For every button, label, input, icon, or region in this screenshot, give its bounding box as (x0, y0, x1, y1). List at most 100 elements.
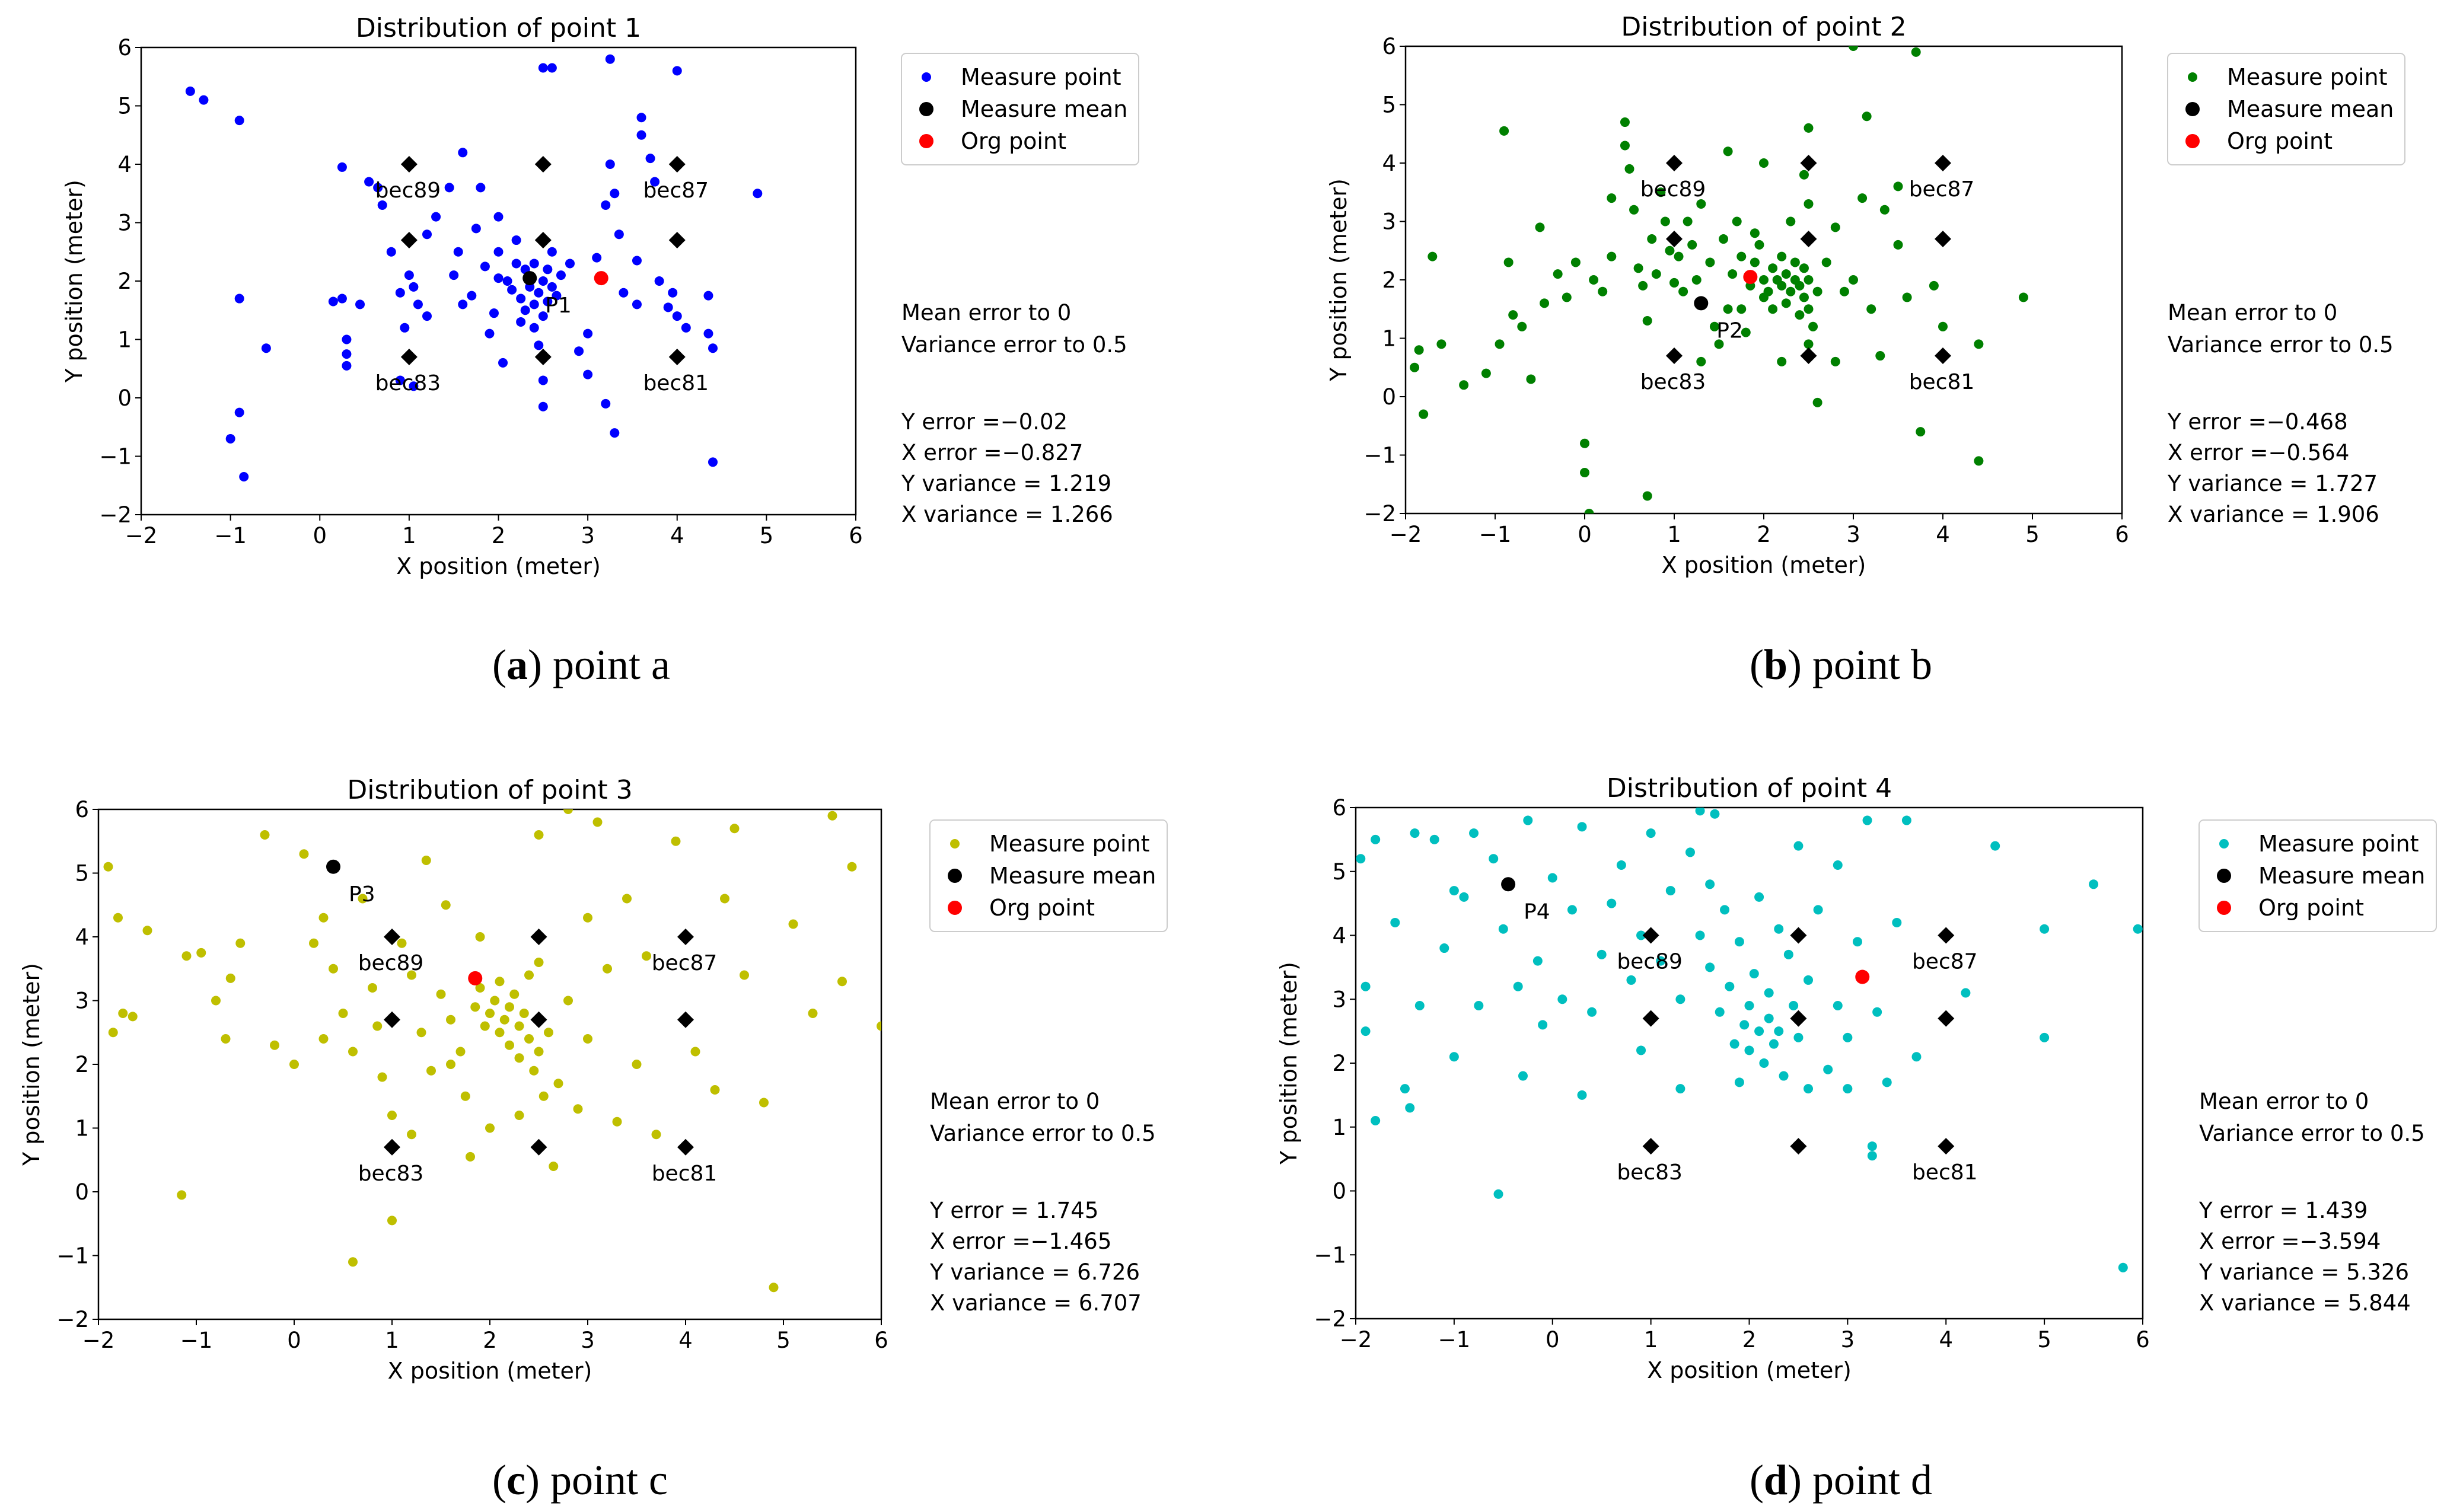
x-tick-label: −2 (1340, 1327, 1372, 1352)
measure-point (729, 824, 740, 834)
measure-point (1804, 339, 1814, 349)
measure-point (708, 457, 718, 467)
measure-point (1683, 216, 1693, 227)
measure-point (1759, 275, 1769, 285)
beacon-label: bec89 (1617, 950, 1683, 974)
measure-point (1744, 1001, 1754, 1011)
measure-point (1830, 222, 1840, 232)
legend-label: Org point (2227, 128, 2333, 154)
beacon-marker (677, 1138, 694, 1156)
x-tick-label: 4 (670, 523, 684, 548)
measure-point (1852, 937, 1862, 947)
measure-point (400, 323, 410, 333)
plot-area (97, 808, 882, 1320)
x-tick-label: 2 (483, 1328, 497, 1353)
legend-label: Org point (2258, 895, 2364, 921)
measure-point (1414, 1001, 1425, 1011)
y-tick-label: 0 (1332, 1179, 1346, 1204)
caption-paren: ) (528, 641, 542, 688)
measure-point (1553, 269, 1563, 279)
measure-point (1882, 1077, 1892, 1087)
beacon-marker (668, 349, 686, 366)
beacon-marker (677, 1011, 694, 1028)
measure-point (534, 958, 544, 967)
measure-point (529, 1066, 539, 1076)
measure-point (404, 270, 414, 280)
measure-point (1715, 1007, 1725, 1017)
measure-point (1647, 234, 1657, 244)
measure-point (1523, 815, 1533, 825)
measure-point (103, 862, 113, 872)
legend: Measure point Measure mean Org point (901, 53, 1139, 165)
measure-point (1616, 860, 1626, 870)
beacon-label: bec87 (652, 951, 718, 975)
measure-point (309, 938, 318, 948)
measure-point (466, 1151, 475, 1162)
beacon-label: bec87 (1909, 177, 1975, 202)
measure-point (270, 1040, 279, 1050)
measure-point (1405, 1103, 1415, 1113)
measure-point (181, 951, 192, 961)
measure-point (672, 66, 682, 76)
measure-point (534, 830, 544, 840)
measure-point (847, 862, 857, 872)
measure-point (397, 938, 407, 948)
measure-point (1749, 969, 1759, 979)
beacon-marker (1642, 927, 1659, 944)
measure-point (1636, 1045, 1646, 1055)
measure-point (416, 1028, 426, 1038)
measure-point (1879, 205, 1890, 215)
measure-point (1518, 1071, 1528, 1081)
y-tick-label: 2 (117, 269, 132, 294)
measure-point (1651, 269, 1661, 279)
measure-point (1459, 380, 1469, 390)
measure-point (651, 1130, 661, 1140)
measure-point (407, 1130, 416, 1140)
measure-point (1517, 321, 1527, 331)
beacon-label: bec87 (1912, 950, 1978, 974)
beacon-marker (1666, 231, 1683, 248)
measure-point (260, 830, 270, 840)
measure-point (1893, 181, 1903, 192)
measure-point (458, 148, 468, 158)
measure-point (808, 1009, 818, 1018)
measure-point (1719, 234, 1729, 244)
measure-point (592, 817, 603, 827)
y-tick-label: 1 (1382, 326, 1396, 352)
measure-point (514, 1021, 524, 1031)
measure-point (1481, 368, 1491, 378)
measure-point (1675, 1084, 1685, 1094)
stat-line: Y error = 1.439 (2198, 1198, 2368, 1223)
measure-point (1849, 46, 1858, 51)
measure-point (538, 276, 548, 286)
measure-point (446, 1015, 455, 1025)
measure-point (1728, 269, 1738, 279)
measure-point (225, 973, 235, 983)
measure-point (703, 328, 713, 339)
legend-box (2167, 53, 2405, 165)
chart-title: Distribution of point 3 (347, 775, 632, 805)
stat-header: Mean error to 0 (901, 300, 1071, 326)
x-tick-label: 5 (776, 1328, 791, 1353)
beacon-marker (1938, 1010, 1955, 1027)
x-axis-label: X position (meter) (1662, 552, 1866, 578)
measure-point (1400, 1084, 1410, 1094)
measure-point (547, 282, 557, 292)
measure-point (543, 296, 553, 307)
measure-point (1532, 956, 1543, 966)
y-tick-label: 4 (1382, 151, 1396, 176)
caption-paren: ) (1787, 1456, 1802, 1504)
measure-point (337, 162, 347, 172)
measure-point (549, 1162, 559, 1171)
legend-marker (2185, 134, 2200, 148)
y-tick-label: 6 (117, 35, 132, 60)
measure-point (1754, 892, 1764, 902)
measure-point (211, 996, 221, 1006)
beacon-marker (1938, 1138, 1955, 1155)
measure-point (1687, 240, 1697, 250)
measure-point (1665, 886, 1675, 896)
measure-point (235, 938, 246, 948)
caption-paren: ( (492, 641, 506, 688)
caption-paren: ( (492, 1456, 506, 1504)
y-tick-label: 0 (1382, 384, 1396, 410)
